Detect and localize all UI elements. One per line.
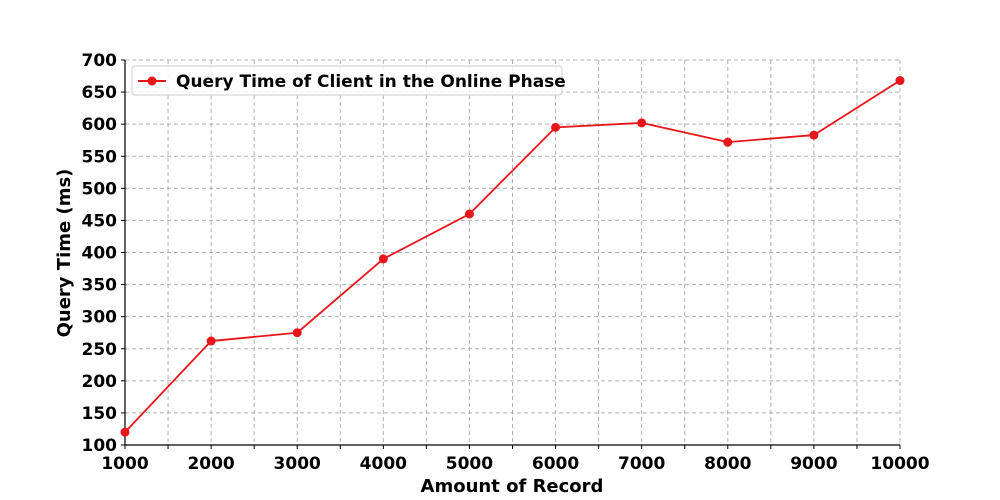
legend-label: Query Time of Client in the Online Phase [176,72,566,92]
x-tick-label: 4000 [360,454,407,474]
legend-marker-swatch [147,76,157,86]
data-point [809,130,819,140]
y-tick-label: 600 [82,115,118,135]
grid [124,59,901,446]
x-tick-label: 5000 [446,454,493,474]
y-tick-label: 300 [82,308,118,328]
data-point [723,137,733,147]
x-tick-label: 6000 [532,454,579,474]
y-tick-label: 350 [82,276,118,296]
data-point [464,209,474,219]
data-point [637,118,647,128]
y-tick-label: 100 [82,436,118,456]
y-tick-label: 400 [82,244,118,264]
y-tick-label: 250 [82,340,118,360]
y-tick-label: 650 [82,83,118,103]
x-tick-label: 2000 [187,454,234,474]
x-tick-label: 9000 [790,454,837,474]
x-axis-title: Amount of Record [421,476,604,497]
data-point [551,122,561,132]
y-tick-label: 500 [82,179,118,199]
data-point [206,336,216,346]
series-layer [120,76,905,437]
y-tick-label: 550 [82,147,118,167]
x-tick-label: 1000 [101,454,148,474]
data-point [120,427,130,437]
y-tick-label: 150 [82,404,118,424]
data-point [378,254,388,264]
y-tick-label: 450 [82,211,118,231]
x-tick-label: 10000 [870,454,929,474]
legend: Query Time of Client in the Online Phase [131,65,566,96]
y-tick-label: 700 [82,51,118,71]
tick-labels: 100 150 200 250 300 350 400 450 500 550 600 650 700 1… [82,51,930,474]
data-point [895,76,905,86]
legend-box [131,65,563,96]
x-tick-label: 8000 [704,454,751,474]
x-tick-label: 3000 [274,454,321,474]
x-tick-label: 7000 [618,454,665,474]
axes [121,59,901,449]
series-line [124,79,901,433]
data-point [292,328,302,338]
y-tick-label: 200 [82,372,118,392]
y-axis-title: Query Time (ms) [54,169,75,338]
